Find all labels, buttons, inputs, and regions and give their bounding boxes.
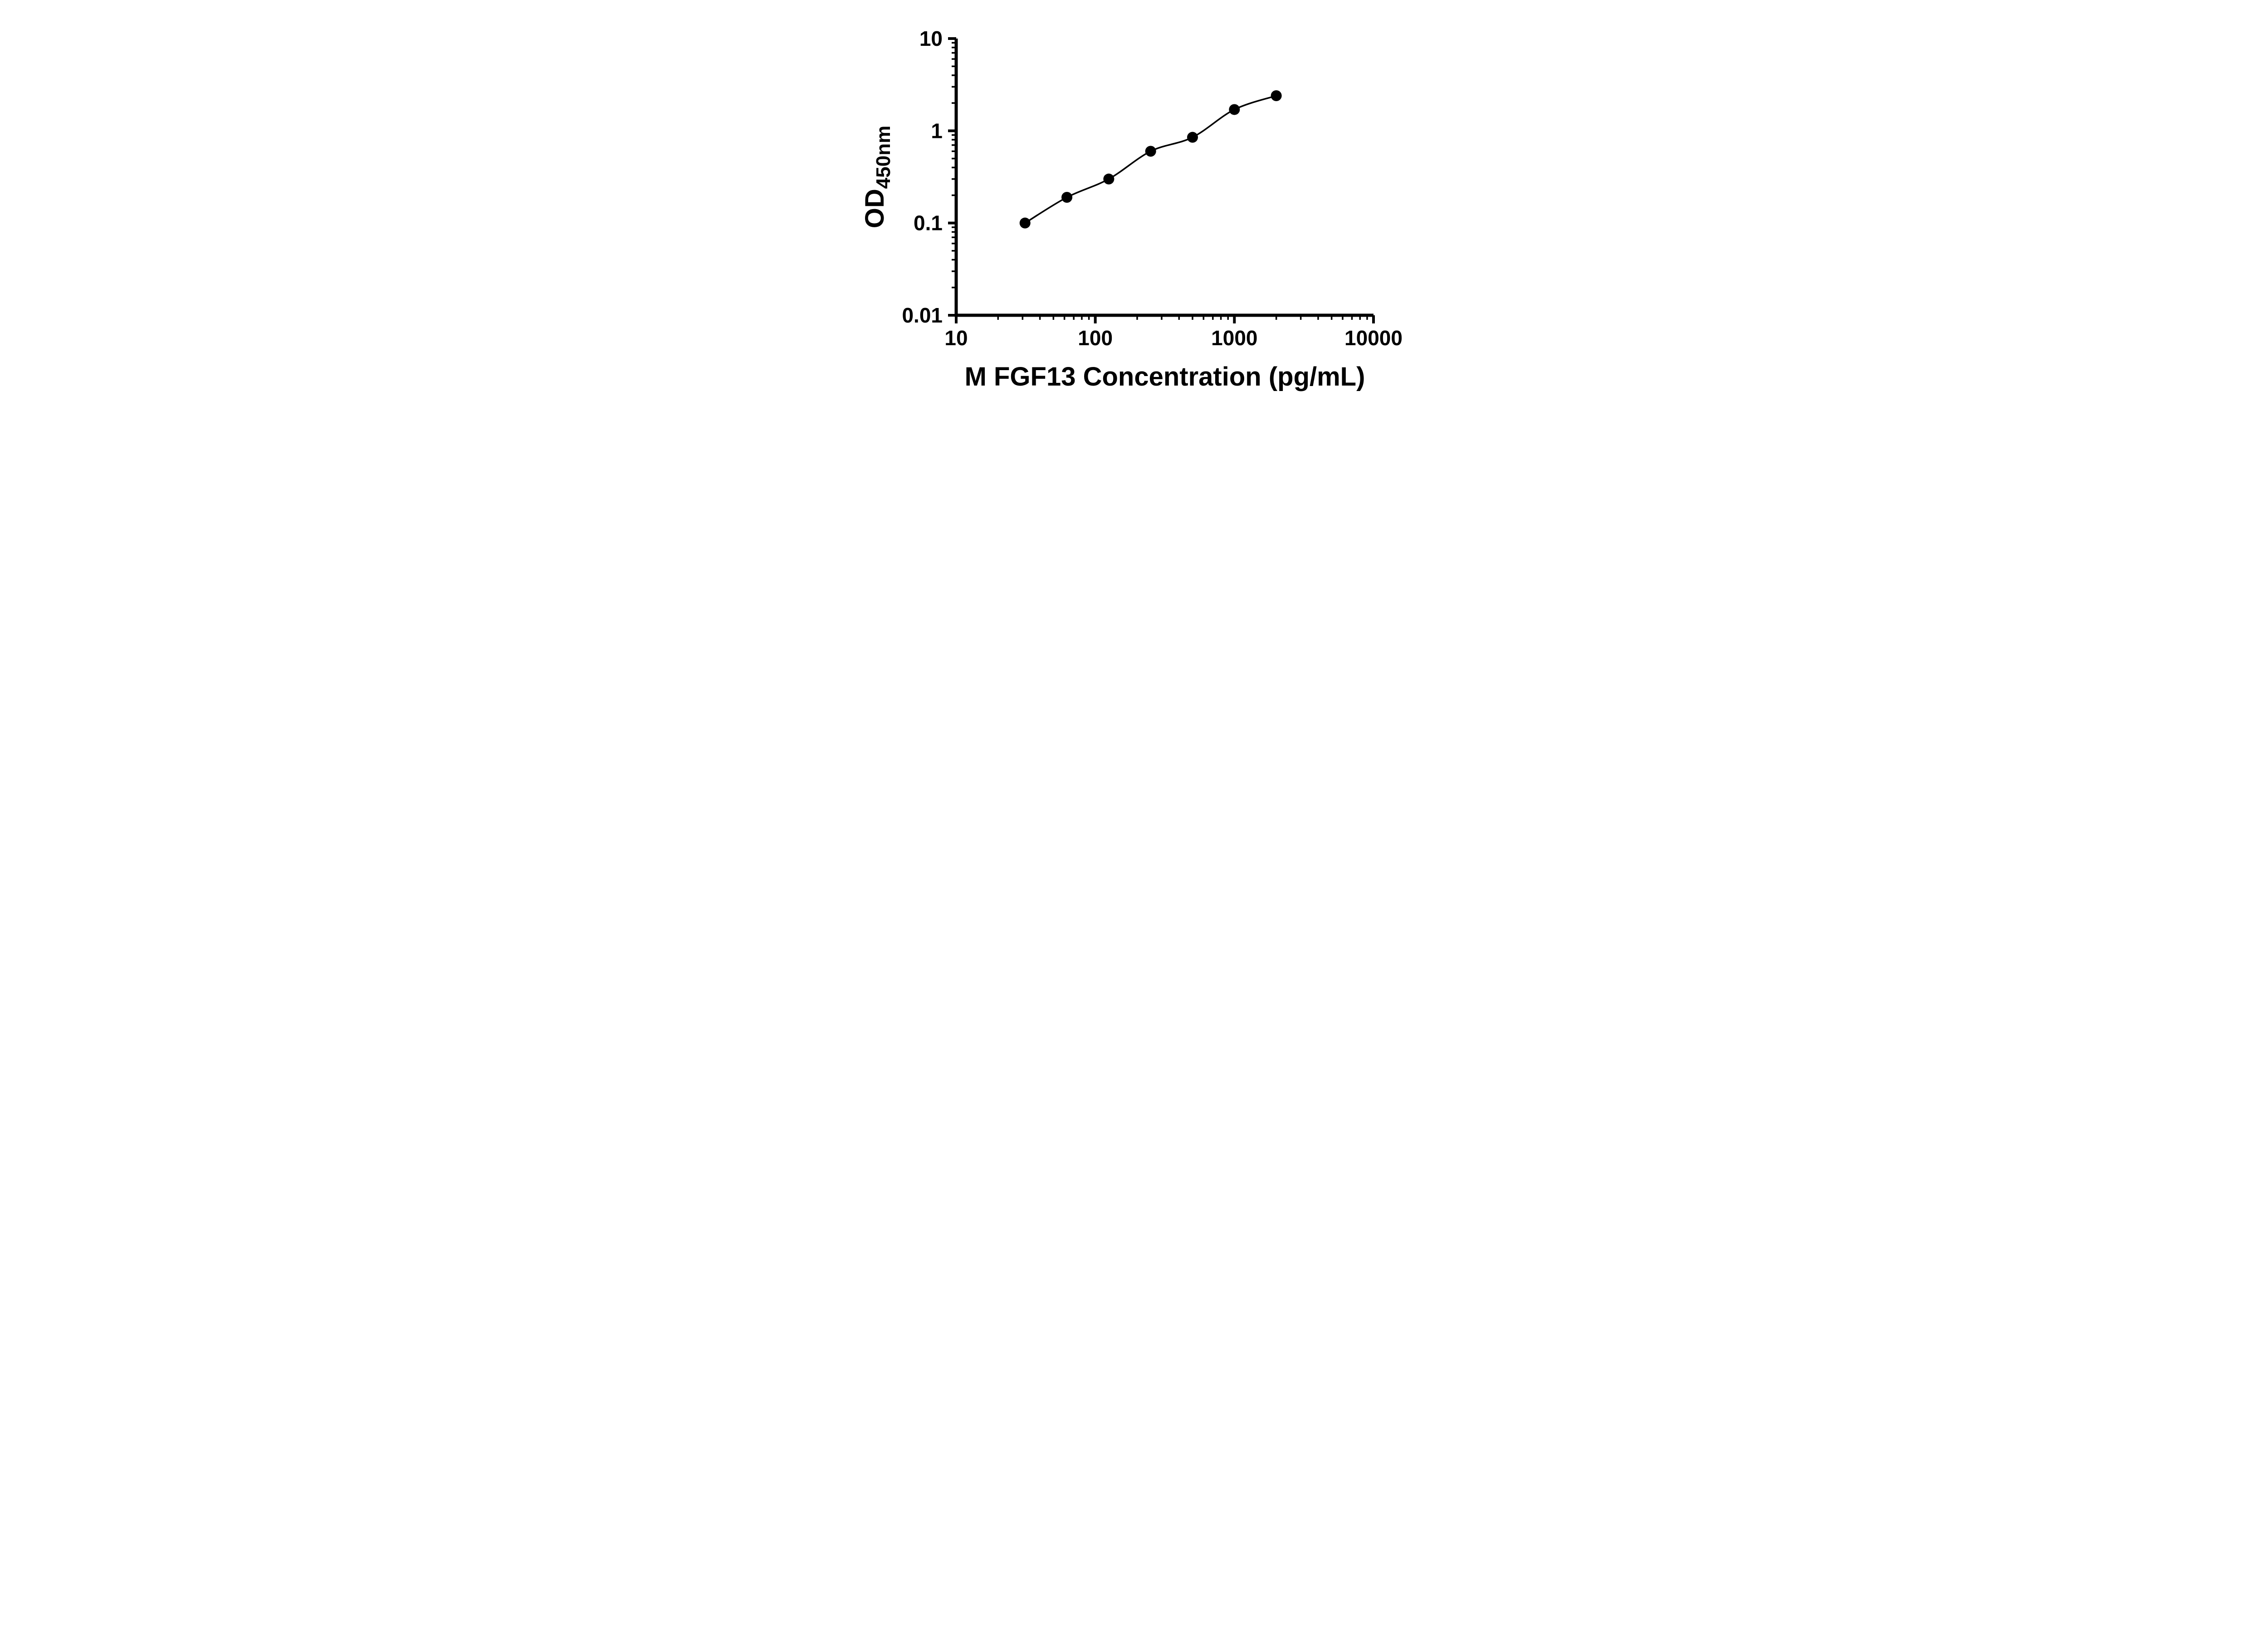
data-point: [1187, 132, 1198, 143]
data-point: [1271, 90, 1282, 102]
x-tick-label: 100: [1078, 326, 1113, 350]
chart-layer: 10 100 1000 10000 10 1 0.1 0.01: [842, 0, 1426, 408]
data-point: [1061, 191, 1072, 203]
x-tick-label: 10000: [1344, 326, 1403, 350]
y-tick-label: 0.1: [914, 211, 943, 235]
elisa-standard-curve-figure: 10 100 1000 10000 10 1 0.1 0.01 M FGF13 Concent…: [842, 0, 1426, 408]
y-tick-label: 1: [931, 119, 943, 142]
y-tick-label: 0.01: [902, 303, 943, 327]
data-point: [1103, 173, 1114, 185]
y-axis-title-sub: 450nm: [872, 126, 894, 189]
y-axis-title-main: OD: [860, 189, 890, 228]
y-tick-label: 10: [919, 27, 942, 50]
chart-canvas: 10 100 1000 10000 10 1 0.1 0.01 M FGF13 Concent…: [842, 0, 1426, 408]
y-axis-title: OD450nm: [860, 126, 894, 228]
data-point: [1145, 146, 1156, 157]
data-point: [1228, 104, 1240, 115]
data-point: [1019, 217, 1031, 229]
plot-background: [842, 0, 1426, 408]
x-axis-title: M FGF13 Concentration (pg/mL): [964, 362, 1365, 391]
x-tick-label: 10: [944, 326, 968, 350]
x-tick-label: 1000: [1211, 326, 1257, 350]
